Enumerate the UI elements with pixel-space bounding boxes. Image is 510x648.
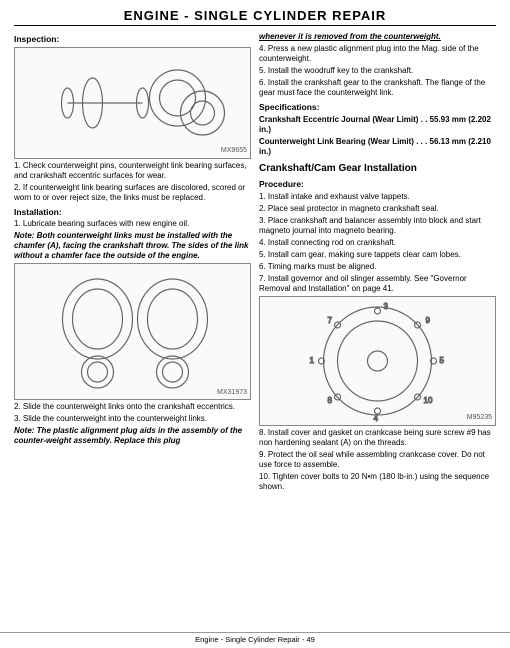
inst-step-3: 3. Slide the counterweight into the coun… — [14, 414, 251, 424]
spec-2: Counterweight Link Bearing (Wear Limit) … — [259, 137, 496, 157]
note-1: Note: Both counterweight links must be i… — [14, 231, 251, 261]
inst-step-1: 1. Lubricate bearing surfaces with new e… — [14, 219, 251, 229]
figure-links: MX31973 — [14, 263, 251, 400]
r-step-4: 4. Press a new plastic alignment plug in… — [259, 44, 496, 64]
p-step-8: 8. Install cover and gasket on crankcase… — [259, 428, 496, 448]
figure-crankshaft: MX9655 — [14, 47, 251, 159]
fig1-label: MX9655 — [221, 147, 247, 156]
page-footer: Engine - Single Cylinder Repair - 49 — [0, 632, 510, 644]
left-column: Inspection: MX9655 1. Check counterweigh… — [14, 30, 251, 494]
p-step-6: 6. Timing marks must be aligned. — [259, 262, 496, 272]
r-step-6: 6. Install the crankshaft gear to the cr… — [259, 78, 496, 98]
p-step-3: 3. Place crankshaft and balancer assembl… — [259, 216, 496, 236]
svg-text:7: 7 — [328, 316, 333, 325]
installation-heading: Installation: — [14, 207, 251, 218]
note-cont: whenever it is removed from the counterw… — [259, 32, 496, 42]
svg-text:4: 4 — [374, 414, 379, 423]
right-column: whenever it is removed from the counterw… — [259, 30, 496, 494]
svg-text:10: 10 — [424, 396, 433, 405]
p-step-5: 5. Install cam gear, making sure tappets… — [259, 250, 496, 260]
svg-text:9: 9 — [426, 316, 431, 325]
p-step-7: 7. Install governor and oil slinger asse… — [259, 274, 496, 294]
section-heading: Crankshaft/Cam Gear Installation — [259, 163, 496, 176]
r-step-5: 5. Install the woodruff key to the crank… — [259, 66, 496, 76]
inst-step-2: 2. Slide the counterweight links onto th… — [14, 402, 251, 412]
svg-text:3: 3 — [384, 302, 389, 311]
figure-cover: 3 9 5 10 4 8 1 7 M95235 — [259, 296, 496, 426]
fig2-label: MX31973 — [217, 389, 247, 398]
fig3-label: M95235 — [467, 414, 492, 423]
page-title: ENGINE - SINGLE CYLINDER REPAIR — [14, 8, 496, 26]
svg-text:5: 5 — [440, 356, 445, 365]
p-step-1: 1. Install intake and exhaust valve tapp… — [259, 192, 496, 202]
svg-text:8: 8 — [328, 396, 333, 405]
note-2: Note: The plastic alignment plug aids in… — [14, 426, 251, 446]
insp-step-1: 1. Check counterweight pins, counterweig… — [14, 161, 251, 181]
spec-1: Crankshaft Eccentric Journal (Wear Limit… — [259, 115, 496, 135]
p-step-9: 9. Protect the oil seal while assembling… — [259, 450, 496, 470]
insp-step-2: 2. If counterweight link bearing surface… — [14, 183, 251, 203]
p-step-10: 10. Tighten cover bolts to 20 N•m (180 l… — [259, 472, 496, 492]
svg-text:1: 1 — [310, 356, 315, 365]
procedure-heading: Procedure: — [259, 179, 496, 190]
inspection-heading: Inspection: — [14, 34, 251, 45]
p-step-4: 4. Install connecting rod on crankshaft. — [259, 238, 496, 248]
p-step-2: 2. Place seal protector in magneto crank… — [259, 204, 496, 214]
specs-heading: Specifications: — [259, 102, 496, 113]
